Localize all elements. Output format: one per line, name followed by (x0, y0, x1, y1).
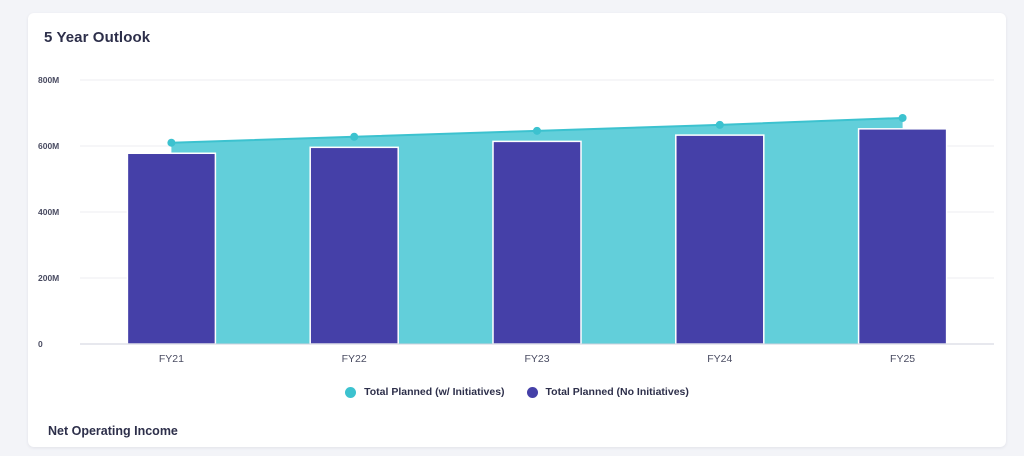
legend-item-with-initiatives[interactable]: Total Planned (w/ Initiatives) (345, 386, 505, 398)
x-tick-label: FY24 (707, 353, 732, 365)
legend-dot-no-initiatives (526, 386, 538, 398)
chart-legend: Total Planned (w/ Initiatives) Total Pla… (28, 386, 1006, 398)
x-tick-label: FY22 (342, 353, 367, 365)
point-fy24 (715, 120, 724, 129)
bar-fy22 (309, 146, 399, 345)
point-fy25 (898, 113, 907, 122)
net-operating-income-title: Net Operating Income (48, 424, 178, 438)
x-tick-label: FY23 (524, 353, 549, 365)
legend-item-no-initiatives[interactable]: Total Planned (No Initiatives) (526, 386, 689, 398)
bar-fy25 (857, 128, 948, 345)
legend-dot-with-initiatives (345, 386, 357, 398)
card-title: 5 Year Outlook (44, 29, 151, 46)
y-tick-label: 200M (38, 273, 59, 283)
point-fy23 (533, 126, 541, 135)
outlook-card: 5 Year Outlook 0 200M 400M 600M 800M FY21 FY22… (28, 13, 1006, 447)
point-fy21 (167, 138, 176, 147)
legend-label-with-initiatives: Total Planned (w/ Initiatives) (364, 386, 505, 398)
y-tick-label: 400M (38, 207, 59, 217)
point-fy22 (350, 132, 359, 141)
y-tick-label: 600M (38, 141, 59, 151)
outlook-chart: 0 200M 400M 600M 800M FY21 FY22 FY23 FY24 FY25 (38, 75, 994, 365)
x-tick-label: FY25 (890, 353, 915, 365)
y-tick-label: 800M (38, 75, 59, 85)
bar-fy24 (675, 134, 765, 345)
y-tick-label: 0 (38, 339, 43, 349)
x-tick-label: FY21 (159, 353, 184, 365)
bar-fy23 (492, 140, 582, 345)
bar-fy21 (126, 152, 217, 345)
legend-label-no-initiatives: Total Planned (No Initiatives) (545, 386, 689, 398)
